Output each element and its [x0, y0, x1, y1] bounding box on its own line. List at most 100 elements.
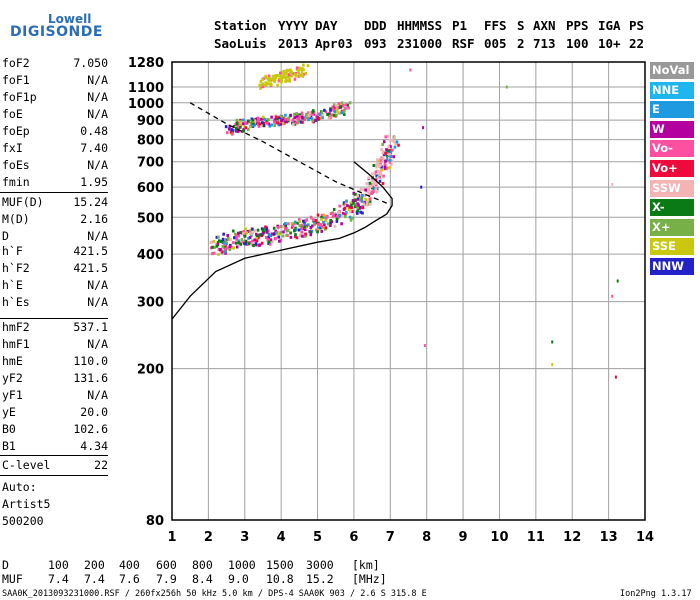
echo-point [260, 227, 264, 231]
echo-point [274, 115, 278, 119]
echo-point [249, 125, 252, 129]
echo-point [266, 82, 269, 86]
echo-point [284, 222, 287, 226]
header-value-4: 231000 [397, 36, 443, 51]
echo-point [351, 216, 354, 220]
x-tick-label: 7 [386, 530, 395, 545]
param-name: h`Es [2, 295, 30, 309]
echo-point [311, 119, 315, 123]
echo-point [365, 203, 369, 207]
echo-point [227, 237, 230, 241]
x-tick-label: 8 [422, 530, 431, 545]
logo-lowell: Lowell [48, 12, 92, 26]
x-tick-label: 6 [349, 530, 358, 545]
echo-point [367, 197, 371, 201]
echo-point [355, 211, 359, 215]
x-tick-label: 9 [459, 530, 468, 545]
echo-point [270, 83, 273, 87]
echo-point [235, 235, 239, 239]
echo-point [321, 113, 324, 117]
echo-point [338, 204, 342, 208]
param-row-yf2: yF2 131.6 [2, 371, 108, 388]
echo-point [397, 143, 400, 147]
param-row-fxi: fxI 7.40 [2, 141, 108, 158]
echo-point [305, 224, 308, 228]
echo-point [242, 230, 246, 234]
echo-point [242, 231, 245, 235]
echo-point [294, 235, 297, 239]
echo-point [318, 112, 322, 116]
echo-point [367, 187, 371, 191]
echo-point [340, 101, 344, 105]
echo-point [228, 124, 232, 128]
echo-point [387, 166, 391, 170]
footer-d-1: 100 [48, 558, 69, 572]
echo-point [420, 185, 423, 189]
echo-point [279, 224, 283, 228]
footer-d-8: 3000 [306, 558, 334, 572]
echo-point [289, 231, 292, 235]
echo-point [255, 232, 258, 236]
echo-point [265, 121, 269, 125]
echo-point [392, 140, 396, 144]
param-value: N/A [87, 90, 108, 104]
param-name: B0 [2, 422, 16, 436]
echo-point [261, 115, 265, 119]
param-value: 7.050 [73, 56, 108, 70]
echo-point [409, 68, 412, 72]
echo-point [385, 158, 389, 162]
echo-point [235, 245, 239, 249]
echo-point [268, 242, 272, 246]
echo-point [231, 132, 234, 136]
echo-point [273, 79, 276, 83]
y-tick-label: 200 [137, 363, 164, 378]
echo-point [384, 159, 387, 163]
echo-point [385, 148, 388, 152]
footer-muf-0: MUF [2, 572, 23, 586]
echo-point [265, 119, 268, 123]
echo-point [239, 118, 242, 122]
echo-point [274, 76, 278, 80]
param-name: C-level [2, 458, 51, 472]
echo-point [314, 118, 317, 122]
echo-point [391, 148, 394, 152]
echo-point [215, 244, 219, 248]
echo-point [260, 241, 264, 245]
echo-point [277, 232, 281, 236]
echo-point [304, 219, 308, 223]
echo-point [344, 210, 348, 214]
echo-point [261, 124, 265, 128]
header-value-11: 22 [629, 36, 645, 51]
echo-point [267, 122, 271, 126]
echo-point [239, 120, 242, 124]
echo-point [348, 215, 352, 219]
echo-point [265, 226, 269, 230]
echo-point [275, 117, 279, 121]
echo-point [320, 224, 324, 228]
echo-point [242, 127, 246, 131]
echo-point [329, 224, 332, 228]
param-row-foe: foE N/A [2, 107, 108, 124]
param-row-hme: hmE 110.0 [2, 354, 108, 371]
echo-point [278, 77, 281, 81]
echo-point [298, 228, 301, 232]
param-name: yF2 [2, 371, 23, 385]
legend-item-e: E [650, 101, 694, 119]
echo-point [298, 224, 302, 228]
echo-point [319, 222, 323, 226]
echo-point [611, 182, 614, 186]
y-tick-label: 1100 [128, 81, 164, 96]
echo-point [251, 118, 255, 122]
param-name: yF1 [2, 388, 23, 402]
echo-point [268, 78, 271, 82]
echo-point [616, 279, 619, 283]
param-row-fof2: foF2 7.050 [2, 56, 108, 73]
legend-item-nne: NNE [650, 81, 694, 99]
echo-point [251, 231, 255, 235]
echo-point [236, 125, 240, 129]
echo-point [248, 236, 252, 240]
echo-point [380, 168, 384, 172]
echo-point [362, 194, 366, 198]
echo-point [256, 228, 260, 232]
x-tick-label: 10 [490, 530, 508, 545]
